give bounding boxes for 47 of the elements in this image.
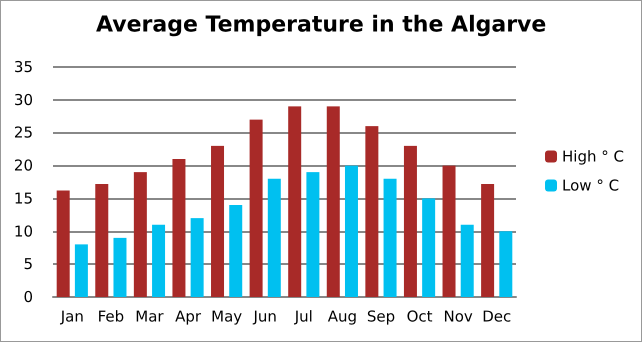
bar <box>288 106 302 297</box>
bar <box>56 190 70 297</box>
bar <box>306 172 320 297</box>
y-tick-label: 30 <box>14 90 33 109</box>
bar <box>113 238 126 297</box>
bar <box>268 178 281 297</box>
bar <box>442 166 456 297</box>
bar <box>460 224 474 297</box>
bar <box>211 146 224 297</box>
y-tick-label: 15 <box>14 189 33 208</box>
bar <box>152 224 166 297</box>
x-tick-label: Jun <box>252 308 277 326</box>
x-tick-label: Jan <box>60 308 84 326</box>
bar <box>95 184 108 297</box>
y-tick-label: 0 <box>23 288 33 306</box>
bar <box>365 126 378 297</box>
bar <box>74 244 88 297</box>
bar <box>250 120 263 297</box>
x-tick-label: Jul <box>294 308 313 326</box>
x-tick-label: Dec <box>482 308 512 326</box>
x-tick-label: Apr <box>175 308 202 326</box>
bar <box>326 106 340 297</box>
y-tick-label: 20 <box>14 156 33 175</box>
x-tick-label: May <box>211 308 242 326</box>
legend-label: High ° C <box>562 148 624 166</box>
x-tick-label: Aug <box>328 308 358 326</box>
bar <box>190 218 204 297</box>
x-tick-label: Oct <box>406 308 433 326</box>
bar <box>422 198 436 297</box>
bar <box>481 184 494 297</box>
bar <box>499 231 512 297</box>
x-tick-label: Feb <box>98 308 124 326</box>
y-tick-label: 35 <box>14 58 33 76</box>
y-tick-label: 10 <box>14 222 33 240</box>
x-tick-label: Sep <box>366 308 396 326</box>
x-tick-label: Mar <box>135 308 164 326</box>
y-tick-label: 5 <box>23 255 33 274</box>
bar <box>344 166 358 297</box>
bar <box>172 159 186 297</box>
bar <box>134 172 147 297</box>
bar <box>404 146 417 297</box>
x-tick-label: Nov <box>443 308 473 326</box>
bar <box>229 205 242 297</box>
chart-title: Average Temperature in the Algarve <box>96 12 546 38</box>
legend-label: Low ° C <box>562 176 620 194</box>
y-tick-label: 25 <box>14 124 33 142</box>
bar <box>384 178 397 297</box>
